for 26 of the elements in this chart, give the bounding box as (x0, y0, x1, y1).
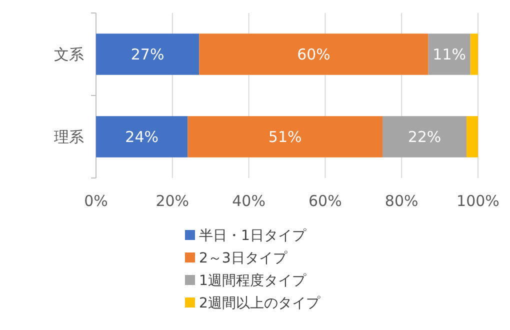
x-tick-label: 60% (308, 192, 342, 210)
bar (188, 116, 382, 158)
x-tick-label: 100% (456, 192, 500, 210)
bar (428, 34, 470, 75)
x-tick-label: 20% (156, 192, 190, 210)
legend-label: 2～3日タイプ (199, 250, 288, 266)
data-label: 60% (297, 46, 330, 64)
x-tick-label: 80% (384, 192, 418, 210)
legend-label: 1週間程度タイプ (199, 272, 307, 289)
x-tick-label: 0% (84, 192, 108, 210)
bar (470, 34, 478, 75)
legend-label: 2週間以上のタイプ (199, 295, 321, 312)
legend-label: 半日・1日タイプ (199, 228, 307, 244)
data-label: 22% (408, 128, 442, 146)
data-label: 24% (125, 128, 159, 146)
y-tick-label: 文系 (54, 46, 84, 64)
data-label: 27% (130, 46, 164, 64)
x-tick-label: 40% (232, 192, 266, 210)
bar (96, 34, 200, 75)
bar (199, 34, 428, 75)
bar (466, 116, 478, 158)
bar (96, 116, 188, 158)
bar (382, 116, 467, 158)
y-tick-label: 理系 (54, 128, 84, 146)
data-label: 51% (268, 128, 302, 146)
data-label: 11% (432, 46, 466, 64)
